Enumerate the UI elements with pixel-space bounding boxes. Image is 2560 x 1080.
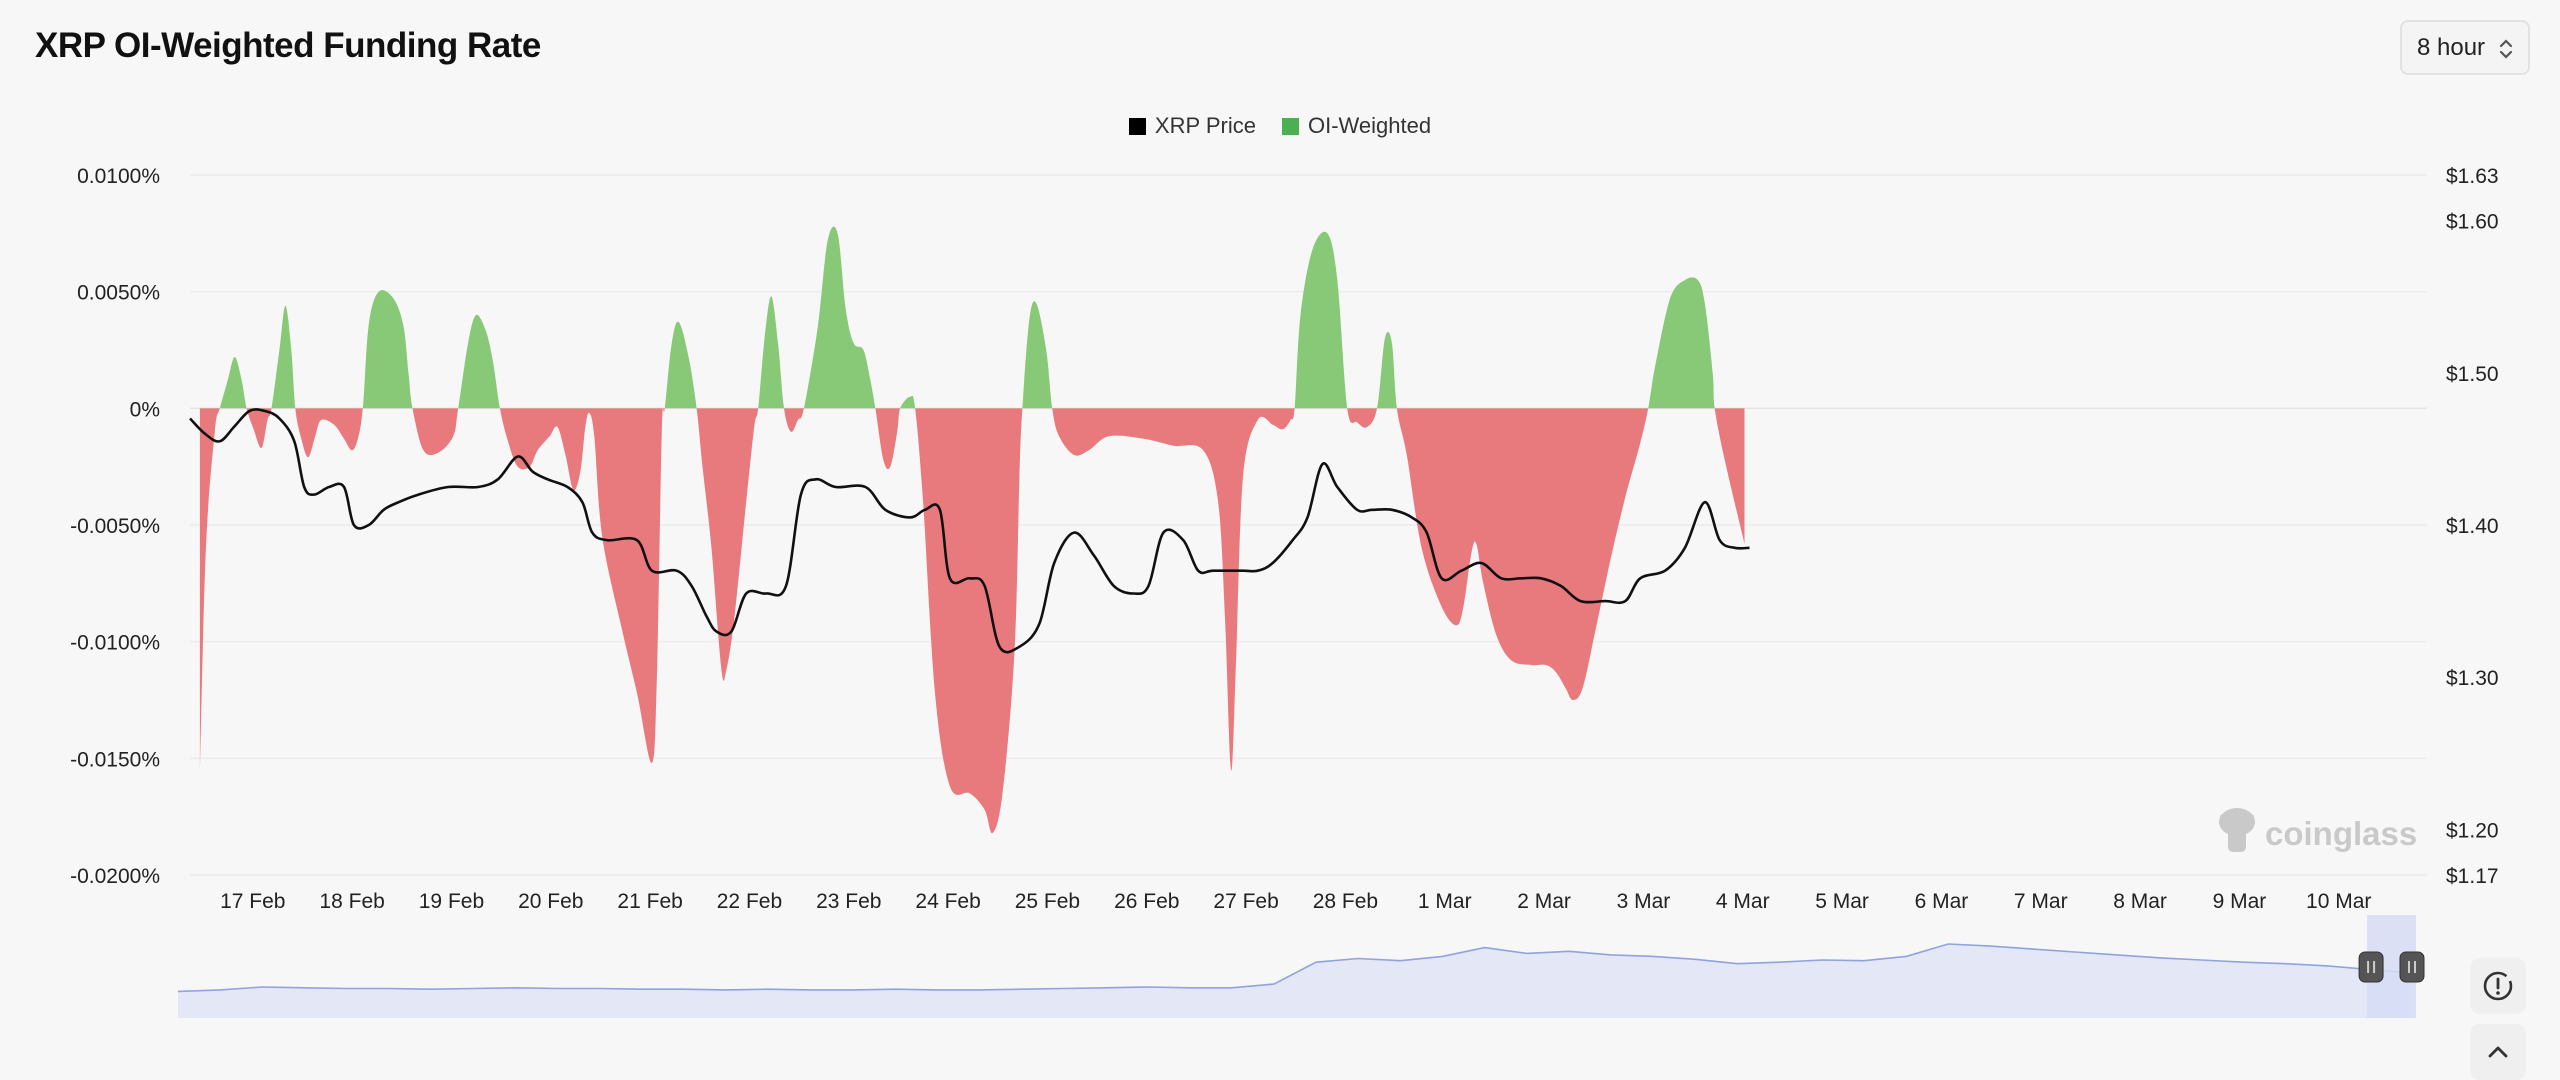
y-right-tick-label: $1.20 bbox=[2446, 819, 2499, 842]
x-tick-label: 8 Mar bbox=[2113, 890, 2167, 913]
chevron-up-icon bbox=[2488, 1046, 2508, 1058]
y-right-tick-label: $1.30 bbox=[2446, 667, 2499, 690]
oi-weighted-negative-area bbox=[199, 408, 1745, 834]
watermark-text: coinglass bbox=[2265, 815, 2417, 852]
chart-legend: XRP Price OI-Weighted bbox=[0, 113, 2560, 139]
x-tick-label: 22 Feb bbox=[717, 890, 782, 913]
x-tick-label: 26 Feb bbox=[1114, 890, 1179, 913]
y-right-tick-label: $1.40 bbox=[2446, 515, 2499, 538]
range-navigator[interactable] bbox=[177, 915, 2425, 1018]
x-tick-label: 25 Feb bbox=[1015, 890, 1080, 913]
page-title: XRP OI-Weighted Funding Rate bbox=[35, 26, 541, 65]
x-tick-label: 7 Mar bbox=[2014, 890, 2068, 913]
legend-item-price[interactable]: XRP Price bbox=[1128, 113, 1256, 139]
x-tick-label: 24 Feb bbox=[915, 890, 980, 913]
navigator-left-handle[interactable] bbox=[2358, 951, 2384, 983]
x-tick-label: 6 Mar bbox=[1915, 890, 1969, 913]
funding-rate-areas bbox=[199, 226, 1745, 834]
x-tick-label: 10 Mar bbox=[2306, 890, 2371, 913]
x-tick-label: 21 Feb bbox=[617, 890, 682, 913]
legend-swatch-price bbox=[1128, 117, 1146, 135]
y-left-tick-label: -0.0200% bbox=[70, 865, 160, 888]
x-tick-label: 19 Feb bbox=[419, 890, 484, 913]
legend-label-price: XRP Price bbox=[1154, 113, 1256, 138]
navigator-area bbox=[178, 944, 2412, 1018]
interval-select-label: 8 hour bbox=[2417, 33, 2486, 61]
y-left-tick-label: 0.0100% bbox=[77, 165, 160, 188]
interval-select[interactable]: 8 hour bbox=[2400, 20, 2530, 75]
y-left-tick-label: -0.0150% bbox=[70, 748, 160, 771]
x-tick-label: 20 Feb bbox=[518, 890, 583, 913]
x-tick-label: 28 Feb bbox=[1313, 890, 1378, 913]
x-tick-label: 3 Mar bbox=[1617, 890, 1671, 913]
x-tick-label: 9 Mar bbox=[2213, 890, 2267, 913]
x-tick-label: 23 Feb bbox=[816, 890, 881, 913]
grip-handle-icon bbox=[2399, 951, 2425, 983]
legend-item-oi[interactable]: OI-Weighted bbox=[1281, 113, 1432, 139]
y-left-tick-label: -0.0100% bbox=[70, 632, 160, 655]
x-tick-label: 2 Mar bbox=[1517, 890, 1571, 913]
y-left-tick-label: -0.0050% bbox=[70, 515, 160, 538]
y-right-tick-label: $1.63 bbox=[2446, 165, 2499, 188]
x-tick-label: 18 Feb bbox=[319, 890, 384, 913]
x-tick-label: 1 Mar bbox=[1418, 890, 1472, 913]
x-tick-label: 17 Feb bbox=[220, 890, 285, 913]
x-tick-label: 5 Mar bbox=[1815, 890, 1869, 913]
y-left-tick-label: 0% bbox=[130, 398, 160, 421]
watermark: coinglass bbox=[2219, 808, 2417, 852]
y-right-tick-label: $1.50 bbox=[2446, 363, 2499, 386]
clock-alert-icon bbox=[2483, 971, 2513, 1001]
x-tick-label: 27 Feb bbox=[1213, 890, 1278, 913]
legend-label-oi: OI-Weighted bbox=[1307, 113, 1432, 138]
navigator-line bbox=[177, 943, 2413, 993]
coinglass-logo-icon bbox=[2219, 808, 2255, 852]
legend-swatch-oi bbox=[1281, 117, 1299, 135]
collapse-button[interactable] bbox=[2470, 1024, 2526, 1080]
xrp-price-line bbox=[189, 408, 1750, 654]
price-line-layer bbox=[189, 408, 1750, 654]
left-axis: 0.0100% 0.0050% 0% -0.0050% -0.0100% -0.0150%… bbox=[70, 165, 160, 888]
y-left-tick-label: 0.0050% bbox=[77, 282, 160, 305]
y-right-tick-label: $1.17 bbox=[2446, 865, 2499, 888]
grip-handle-icon bbox=[2358, 951, 2384, 983]
right-axis: $1.63 $1.60 $1.50 $1.40 $1.30 $1.20 $1.17 bbox=[2446, 165, 2499, 888]
y-right-tick-label: $1.60 bbox=[2446, 211, 2499, 234]
chevron-up-down-icon bbox=[2499, 39, 2513, 59]
navigator-right-handle[interactable] bbox=[2399, 951, 2425, 983]
x-tick-label: 4 Mar bbox=[1716, 890, 1770, 913]
x-axis: 17 Feb 18 Feb 19 Feb 20 Feb 21 Feb 22 Feb 23 F… bbox=[220, 890, 2371, 913]
info-button[interactable] bbox=[2470, 958, 2526, 1014]
